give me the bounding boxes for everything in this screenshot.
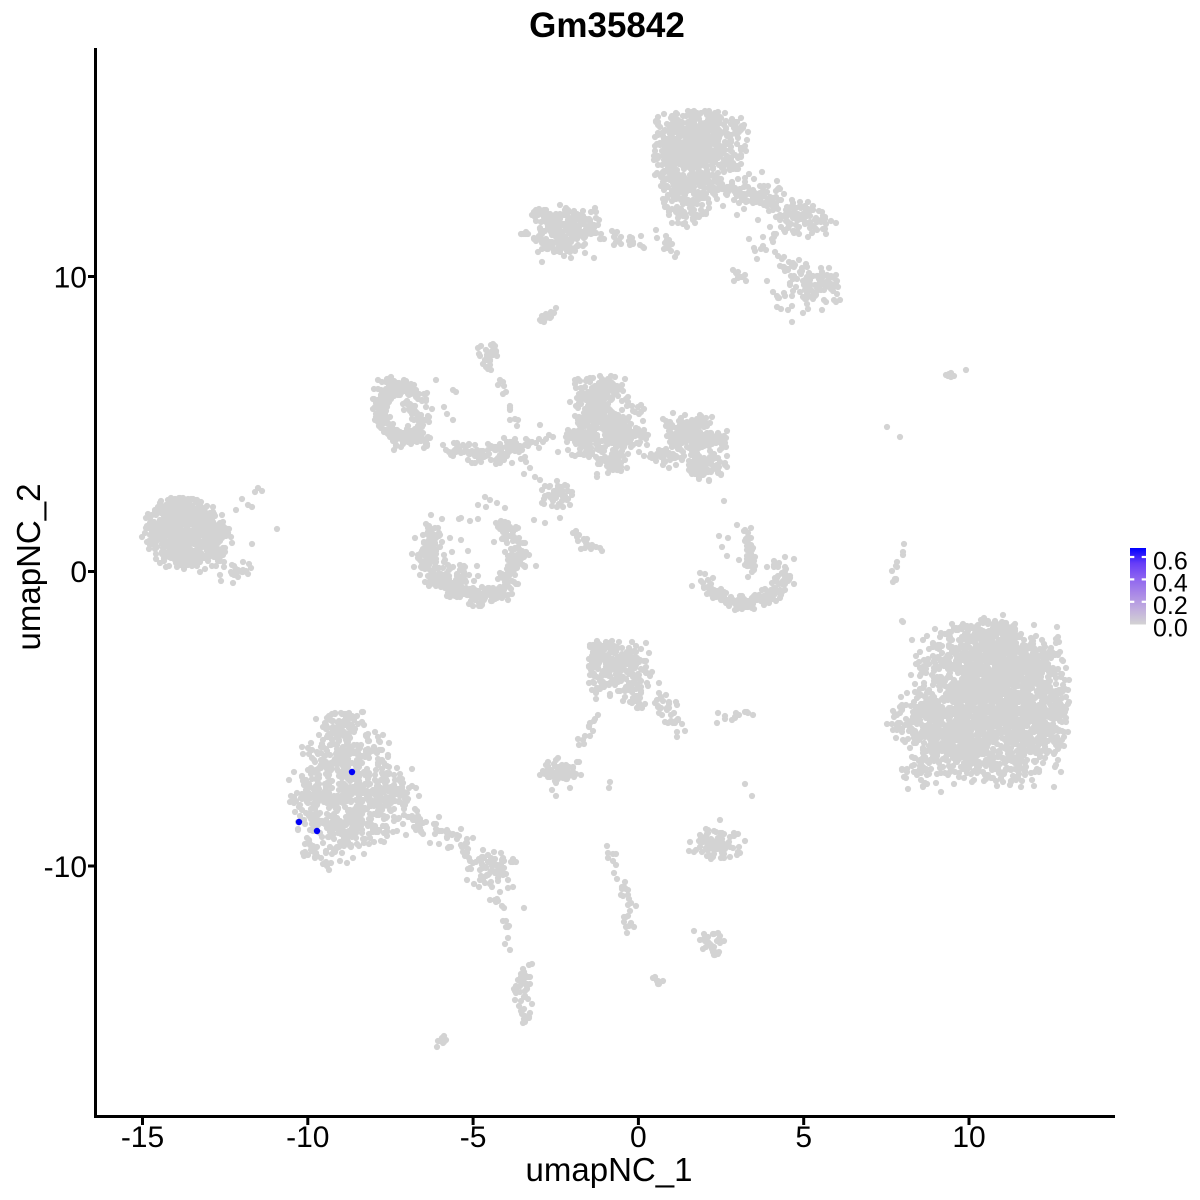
svg-text:10: 10 — [952, 1121, 985, 1154]
svg-text:umapNC_2: umapNC_2 — [10, 484, 47, 651]
svg-text:0.4: 0.4 — [1153, 570, 1188, 598]
svg-text:0.2: 0.2 — [1153, 592, 1188, 620]
svg-text:-5: -5 — [460, 1121, 487, 1154]
svg-text:-10: -10 — [44, 851, 87, 884]
svg-text:5: 5 — [795, 1121, 812, 1154]
svg-text:Gm35842: Gm35842 — [529, 6, 685, 45]
svg-text:-10: -10 — [286, 1121, 329, 1154]
svg-text:0.6: 0.6 — [1153, 547, 1188, 575]
svg-text:umapNC_1: umapNC_1 — [526, 1151, 693, 1188]
svg-text:10: 10 — [54, 261, 87, 294]
svg-text:0: 0 — [70, 556, 87, 589]
svg-text:0.0: 0.0 — [1153, 614, 1188, 642]
svg-text:0: 0 — [630, 1121, 647, 1154]
svg-text:-15: -15 — [121, 1121, 164, 1154]
